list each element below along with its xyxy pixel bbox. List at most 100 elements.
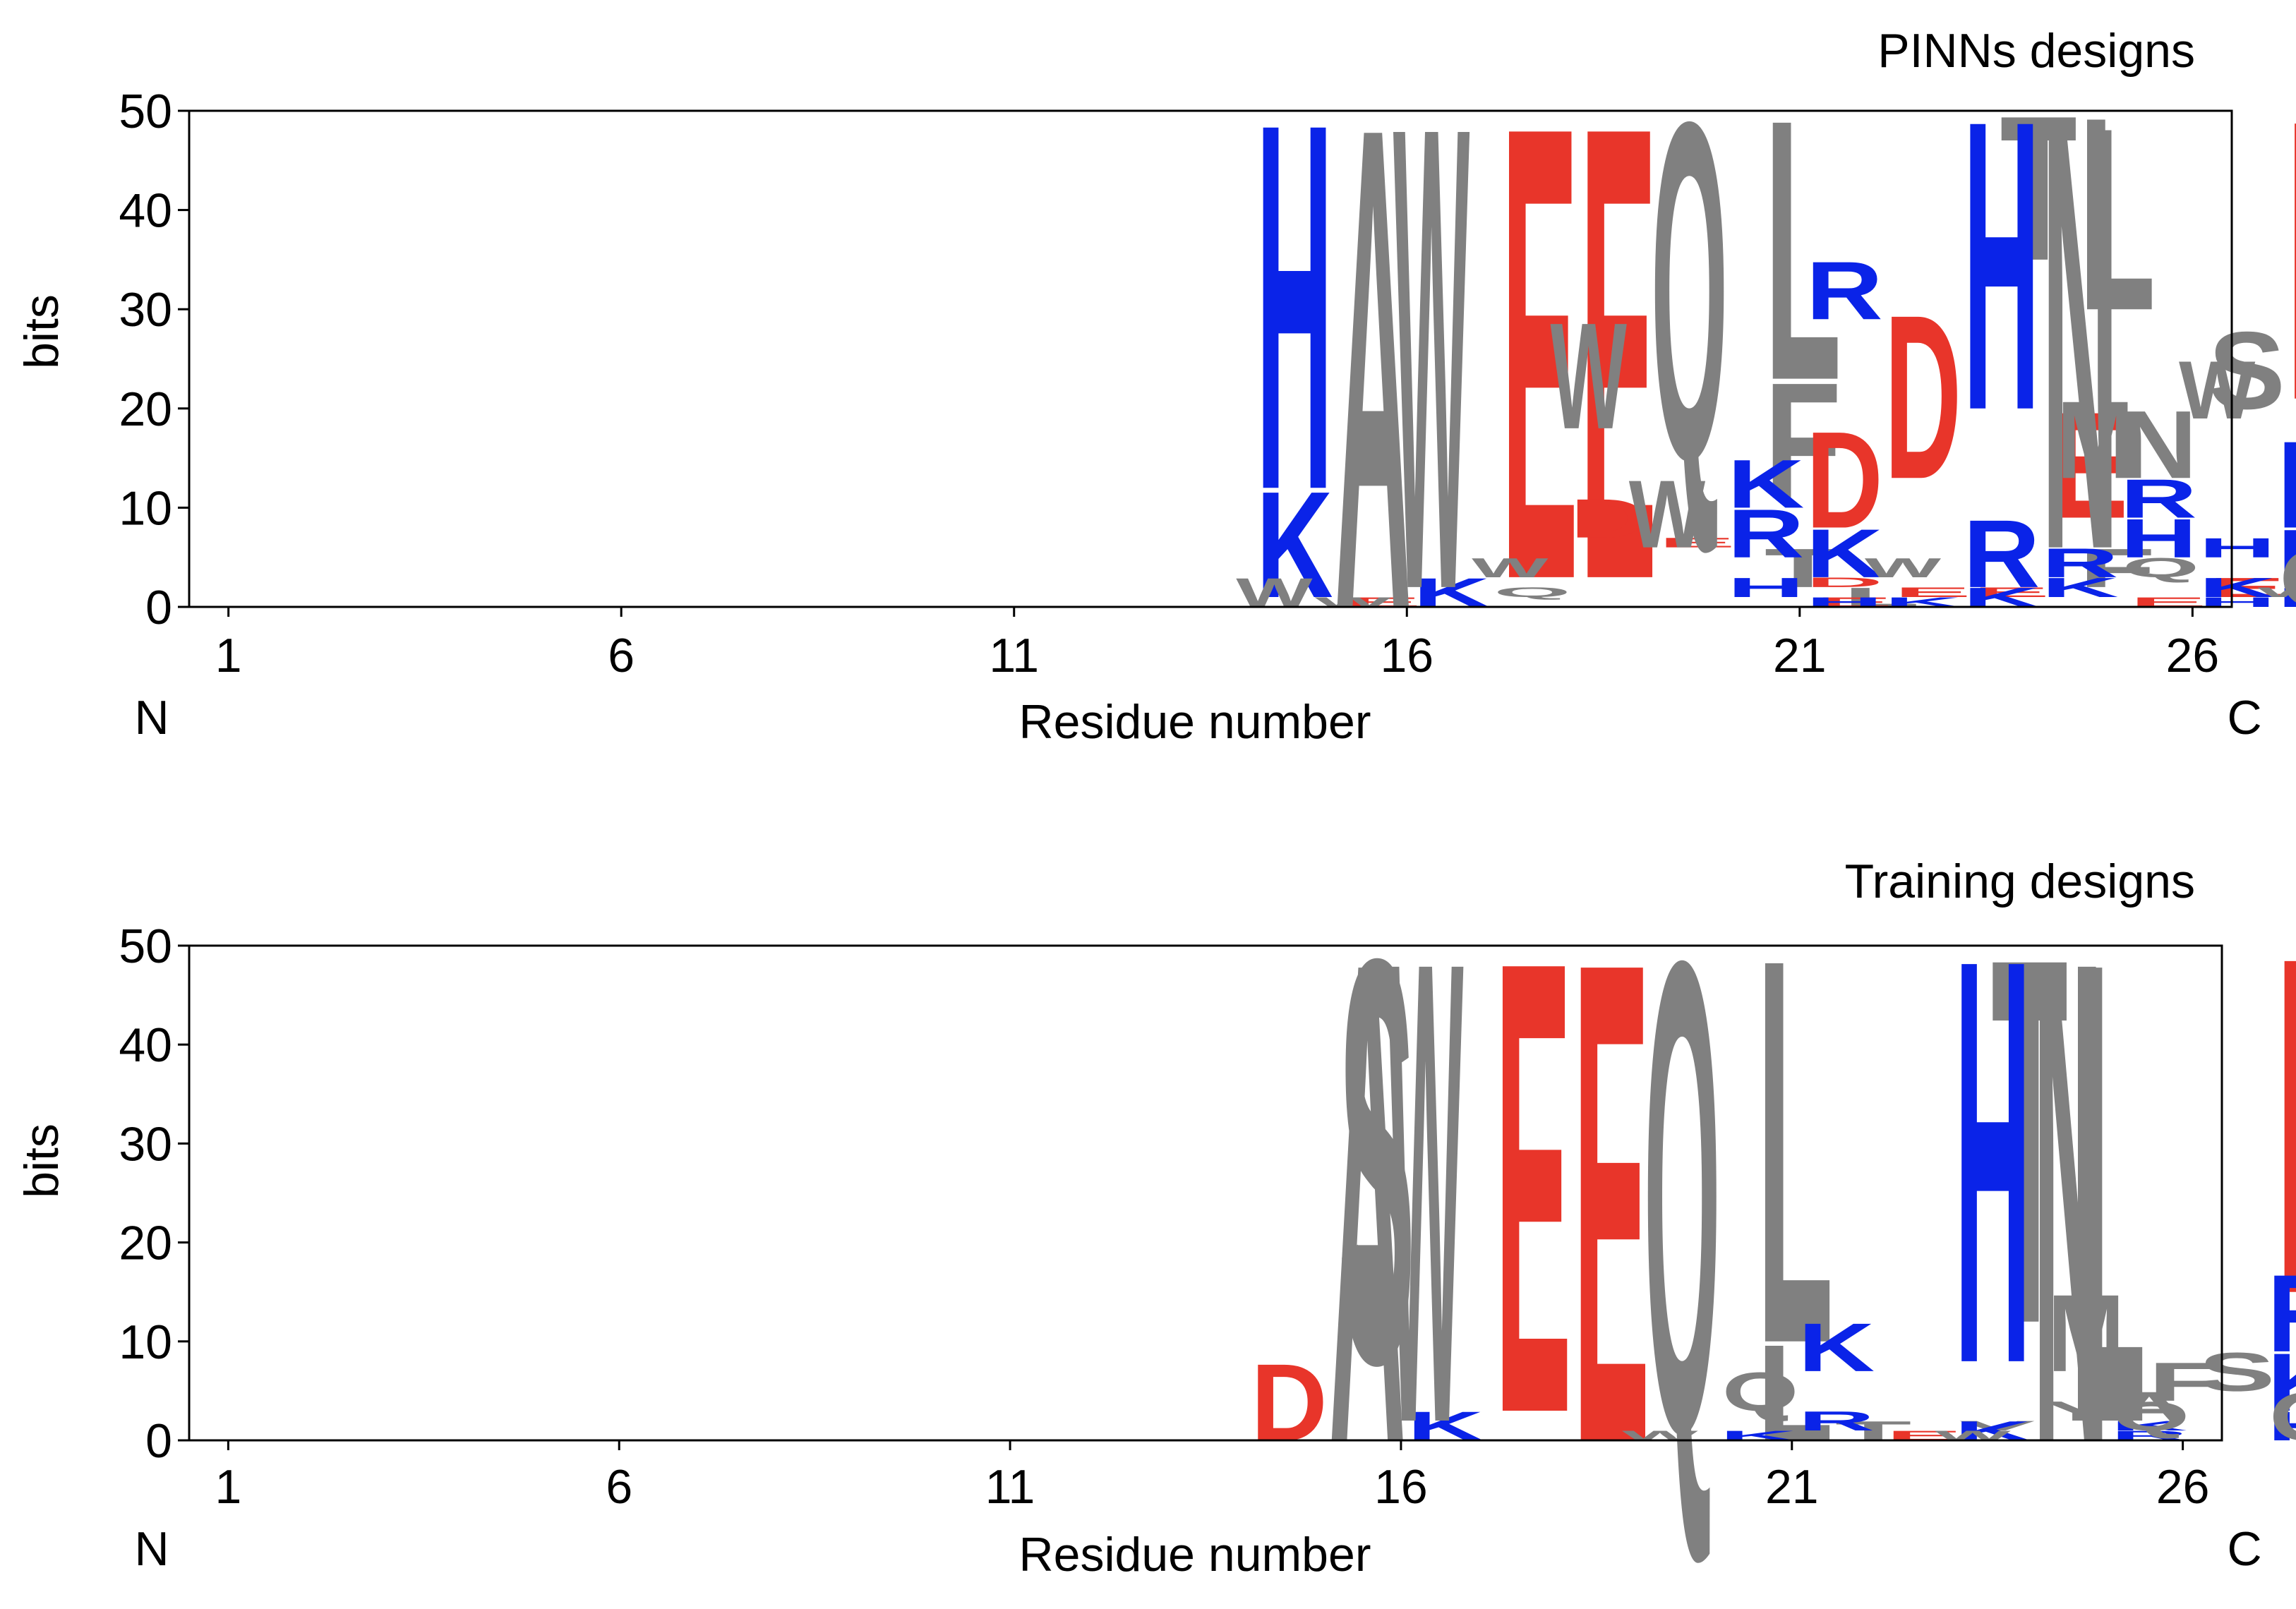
x-axis-label: Residue number [1019, 1528, 1371, 1581]
y-tick-label: 0 [145, 581, 172, 634]
logo-letter: D [1806, 403, 1883, 557]
logo-letter: W [1388, 824, 1465, 1561]
logo-letter: H [2278, 582, 2296, 613]
logo-letter: K [2278, 512, 2296, 605]
logo-letter: D [1885, 266, 1961, 528]
logo-letter: W [1629, 460, 1706, 568]
n-terminus-label: N [134, 1522, 169, 1576]
x-tick-label: 1 [215, 1460, 241, 1514]
training-logo-panel: Training designs bits Residue number N C… [15, 818, 2296, 1586]
x-tick-label: 11 [989, 629, 1039, 682]
logo-letter: E [1973, 584, 2050, 600]
logo-letter: H [1256, 15, 1333, 600]
c-terminus-label: C [2227, 1522, 2261, 1576]
logo-letter: K [1413, 570, 1490, 615]
logo-letter: T [1991, 850, 2068, 1433]
x-tick-label: 21 [1765, 1460, 1819, 1514]
logo-letter: Q [2113, 1393, 2190, 1440]
y-axis-label: bits [15, 1123, 68, 1198]
plot-frame [188, 109, 2233, 608]
logo-letter: K [2199, 572, 2276, 603]
logo-letter: R [1806, 245, 1883, 337]
logo-letter: Q [1644, 822, 1721, 1574]
plot-frame [188, 944, 2223, 1442]
logo-letter: W [1393, 0, 1470, 728]
y-tick-label: 40 [119, 1018, 172, 1072]
x-axis-label: Residue number [1019, 695, 1371, 749]
logo-letter: W [1550, 292, 1627, 461]
logo-letter: F [1765, 349, 1841, 534]
logo-letter: W [1472, 553, 1548, 584]
c-terminus-label: C [2227, 691, 2261, 745]
logo-letter: F [2148, 1351, 2225, 1413]
y-tick-label: 20 [119, 382, 172, 436]
logo-letter: Q [1493, 584, 1570, 600]
logo-letter: K [2042, 572, 2119, 603]
logo-letter: L [1765, 43, 1841, 458]
logo-letter: N [2120, 391, 2197, 499]
logo-letter: K [2111, 1418, 2188, 1433]
n-terminus-label: N [134, 691, 169, 745]
y-tick-label: 40 [119, 184, 172, 238]
logo-letter: Q [2269, 1379, 2296, 1455]
y-axis-label: bits [15, 294, 68, 369]
y-axis: 0 10 20 30 40 50 [119, 85, 189, 634]
logo-letter: M [2292, 533, 2296, 563]
logo-letter: E [2208, 572, 2285, 603]
logo-letter: N [2042, 0, 2119, 676]
logo-letter: W [2179, 344, 2256, 436]
logo-letter: Y [2042, 1396, 2119, 1426]
logo-letter: N [2033, 818, 2110, 1586]
x-tick-label: 16 [1380, 629, 1434, 682]
logo-letter: E [1495, 827, 1572, 1548]
logo-letter: K [1256, 461, 1333, 629]
logo-letter: V [1959, 1418, 2035, 1434]
logo-letter: H [1963, 35, 2040, 497]
logo-letter: Q [2280, 533, 2296, 625]
logo-letter: M [2057, 378, 2134, 502]
logo-letter: S [2208, 308, 2285, 432]
y-tick-label: 50 [119, 920, 172, 973]
logo-letter: F [2079, 538, 2156, 599]
logo-letter: E [1894, 584, 1971, 600]
logo-letter: Q [1722, 1361, 1799, 1423]
x-tick-label: 21 [1773, 629, 1827, 682]
logo-letter: A [1335, 0, 1412, 754]
y-tick-label: 30 [119, 283, 172, 337]
y-tick-label: 10 [119, 1315, 172, 1369]
y-tick-label: 50 [119, 85, 172, 138]
x-tick-label: 6 [606, 1460, 632, 1514]
logo-letter: K [1798, 1308, 1875, 1385]
logo-letter: D [1806, 574, 1883, 590]
logo-letter: R [1727, 495, 1804, 572]
logo-letter: R [2042, 540, 2119, 586]
x-axis: 1 6 11 16 21 26 [215, 1440, 2209, 1514]
logo-letter: D [1251, 1342, 1328, 1464]
logo-letter: E [1580, 0, 1657, 715]
logo-letter: A [2111, 1384, 2188, 1430]
logo-letter: Q [2122, 553, 2199, 584]
logo-letter: W [2257, 584, 2296, 600]
logo-letter: E [2277, 856, 2296, 1394]
pinns-logo-panel: PINNs designs bits Residue number N C EK… [15, 0, 2296, 754]
y-tick-label: 0 [145, 1414, 172, 1468]
y-tick-label: 20 [119, 1217, 172, 1270]
y-axis: 0 10 20 30 40 50 [119, 920, 189, 1468]
logo-letter: H [1727, 572, 1804, 603]
logo-letter: H [2267, 1404, 2296, 1450]
logo-letter: E [2287, 38, 2296, 484]
logo-letter: K [2267, 1336, 2296, 1428]
x-tick-label: 6 [608, 629, 635, 682]
logo-letter: R [2267, 1252, 2296, 1375]
logo-letter: E [1659, 535, 1736, 550]
x-axis: 1 6 11 16 21 26 [215, 607, 2219, 682]
x-tick-label: 26 [2166, 629, 2220, 682]
logo-letter: S [2199, 1342, 2276, 1403]
x-tick-label: 16 [1374, 1460, 1428, 1514]
logo-letter: E [2051, 381, 2128, 550]
logo-letter: R [1798, 1406, 1875, 1436]
logo-letter: E [1501, 0, 1578, 715]
logo-letter: K [1727, 445, 1804, 522]
